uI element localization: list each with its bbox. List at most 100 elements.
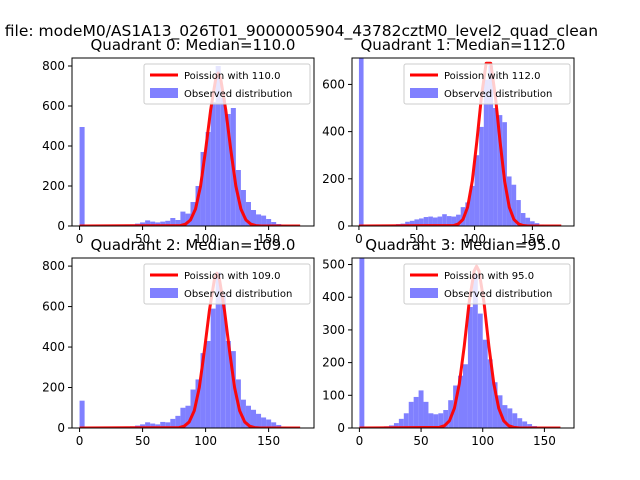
quadrant-0-hist-bar [210,102,216,226]
quadrant-2-hist-bar [225,340,231,428]
quadrant-0-hist-bar [150,221,156,226]
quadrant-1-hist-bar [442,214,447,226]
quadrant-0-legend-hist-swatch [150,88,178,98]
quadrant-3-hist-bar [398,418,404,428]
quadrant-2-hist-bar [256,413,262,428]
quadrant-0-axes-frame [71,57,315,227]
quadrant-0-chart: 0 50 100 150 0 200 400 600 800 Poission with 110.… [42,36,315,246]
quadrant-1-hist-bar [409,220,415,226]
quadrant-3-hist-bar [438,413,444,428]
quadrant-1-x-tick-label: 50 [409,232,424,246]
quadrant-1-y-tick-label: 0 [337,219,345,233]
quadrant-0-hist-bar [261,215,267,226]
quadrant-2-hist-bar [210,308,216,428]
quadrant-0-hist-bar [145,220,151,226]
quadrant-3-legend-hist-label: Observed distribution [444,289,552,300]
quadrant-1-chart: 0 50 100 150 0 200 400 600 Poission with 112.0 Ob… [322,36,575,246]
quadrant-2-legend-hist-swatch [150,288,178,298]
quadrant-3-hist-bar [517,418,523,428]
quadrant-0-hist-bar [256,214,262,226]
quadrant-3-hist-bar [463,364,468,428]
quadrant-3-title: Quadrant 3: Median=95.0 [365,236,560,254]
quadrant-2-plot-area [79,271,302,428]
quadrant-0-hist-bar [160,221,166,226]
quadrant-3-hist-bar [443,410,449,428]
quadrant-1-hist-bar [456,214,461,226]
quadrant-0-hist-bar [165,220,171,226]
quadrant-1-legend-hist-label: Observed distribution [444,89,552,100]
quadrant-0-y-tick-label: 0 [57,219,65,233]
quadrant-1-hist-bar [358,58,364,226]
quadrant-3-legend-box [403,263,571,305]
quadrant-2-hist-bar [79,400,85,428]
quadrant-1-hist-bar [432,217,438,226]
quadrant-2-hist-bar [185,405,191,428]
quadrant-3-hist-bar [359,258,365,428]
quadrant-2-hist-bar [245,405,251,428]
quadrant-3-hist-bar [423,401,429,428]
quadrant-1-hist-bar [437,216,443,226]
quadrant-2-hist-bar [271,422,277,428]
quadrant-3-hist-bar [418,390,424,428]
quadrant-0-legend-line-label: Poission with 110.0 [184,71,280,82]
quadrant-3-y-tick-label: 0 [337,421,345,435]
quadrant-3-hist-bar [512,413,518,428]
quadrant-1-hist-bar [405,221,410,226]
quadrant-3-x-tick-label: 0 [356,434,364,448]
quadrant-1-x-tick-label: 150 [521,232,544,246]
quadrant-0-hist-bar [180,211,186,226]
quadrant-1-y-tick-label: 400 [322,125,345,139]
quadrant-1-hist-bar [474,155,480,226]
quadrant-2-y-tick-label: 600 [42,300,65,314]
quadrant-1-x-tick-label: 0 [355,232,363,246]
quadrant-1-hist-bar [423,217,429,226]
quadrant-2-legend-line-label: Poission with 109.0 [184,271,280,282]
quadrant-0-hist-bar [215,66,221,226]
quadrant-1-hist-bar [520,213,526,226]
quadrant-0-x-tick-label: 150 [257,232,280,246]
quadrant-2-x-tick-label: 150 [257,434,280,448]
quadrant-0-hist-bar [245,202,251,226]
quadrant-3-hist-bar [472,274,478,428]
quadrant-2-hist-bar [145,422,151,428]
quadrant-0-hist-bar [250,210,257,226]
quadrant-2-x-tick-label: 100 [194,434,217,448]
quadrant-0-y-tick-label: 600 [42,99,65,113]
quadrant-2-hist-bar [261,417,267,428]
quadrant-1-plot-area [358,58,563,226]
quadrant-1-y-tick-label: 200 [322,172,345,186]
quadrant-0-hist-bar [170,218,176,226]
quadrant-0-hist-bar [220,98,226,226]
quadrant-0-legend-box [143,63,311,105]
quadrant-2-hist-bar [150,423,156,428]
quadrant-3-legend-hist-swatch [410,288,438,298]
quadrant-2-hist-bar [190,389,196,428]
quadrant-1-x-tick-label: 100 [463,232,486,246]
quadrant-3-y-tick-label: 200 [322,356,345,370]
quadrant-1-hist-bar [497,115,503,226]
quadrant-1-legend-box [403,63,571,105]
quadrant-1-hist-bar [493,108,498,226]
quadrant-1-hist-bar [525,217,531,226]
quadrant-3-x-tick-label: 150 [533,434,556,448]
quadrant-0-x-tick-label: 50 [135,232,150,246]
quadrant-3-hist-bar [467,307,473,428]
quadrant-1-hist-bar [483,79,489,226]
quadrant-1-hist-bar [428,216,433,226]
quadrant-2-hist-bar [266,419,272,428]
quadrant-0-hist-bar [79,127,85,226]
quadrant-3-hist-bar [428,413,434,428]
quadrant-3-hist-bar [507,408,513,428]
quadrant-1-hist-bar [465,202,470,226]
quadrant-3-hist-bar [477,313,483,428]
quadrant-0-title: Quadrant 0: Median=110.0 [91,36,296,54]
quadrant-0-x-tick-label: 100 [194,232,217,246]
quadrant-3-axes-frame [351,257,575,429]
quadrant-3-hist-bar [522,421,528,428]
quadrant-2-axes-frame [71,257,315,429]
quadrant-1-axes-frame [351,57,575,227]
quadrant-2-hist-bar [160,421,166,428]
quadrant-3-hist-bar [433,414,439,428]
quadrant-3-y-tick-label: 500 [322,258,345,272]
